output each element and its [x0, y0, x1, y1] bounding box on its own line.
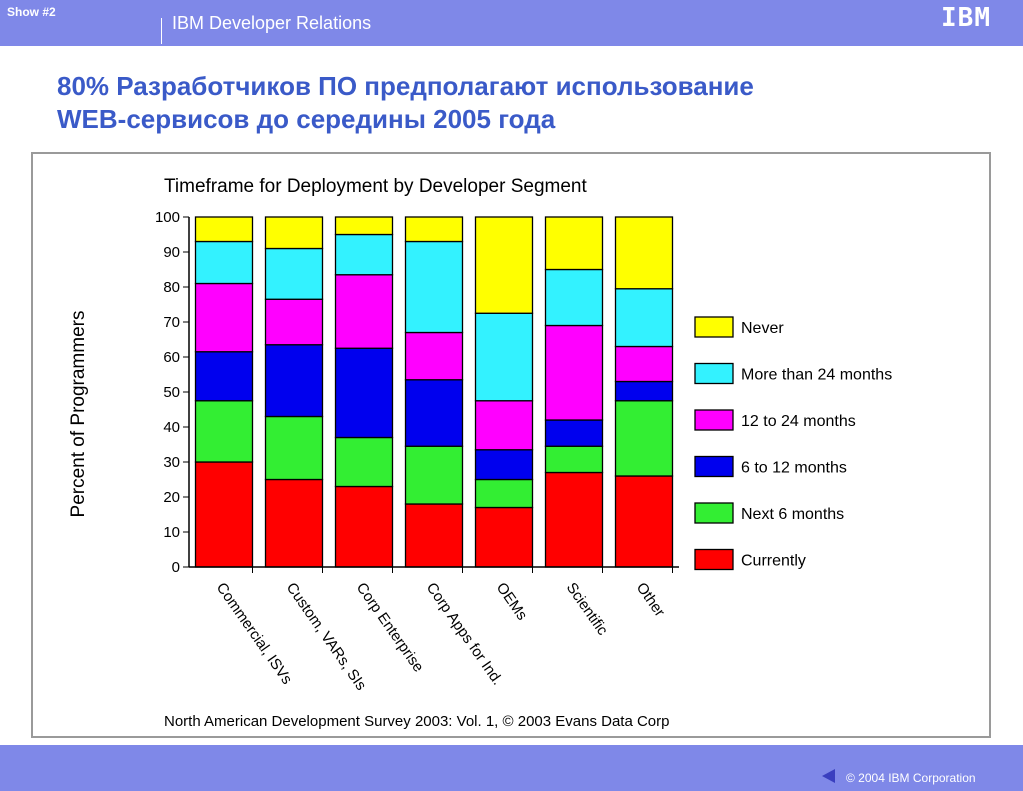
bar-segment — [614, 475, 674, 568]
bar-segment — [194, 400, 254, 463]
y-tick-label: 70 — [163, 314, 180, 331]
legend-label: 6 to 12 months — [741, 460, 847, 477]
x-category-label: Custom, VARs, SIs — [283, 580, 370, 694]
bar-segment — [334, 233, 394, 276]
bar-segment — [334, 216, 394, 236]
bar-segment — [194, 216, 254, 243]
copyright: © 2004 IBM Corporation — [846, 771, 976, 785]
bar-segment — [404, 216, 464, 243]
bar-segment — [404, 445, 464, 505]
legend-label: Never — [741, 320, 784, 337]
bar-segment — [544, 419, 604, 447]
x-category-label: Other — [633, 580, 668, 620]
bar-segment — [334, 274, 394, 349]
org-label: IBM Developer Relations — [172, 13, 372, 33]
bar-segment — [614, 380, 674, 402]
y-tick-label: 80 — [163, 279, 180, 296]
bar-segment — [614, 288, 674, 348]
chart-title: Timeframe for Deployment by Developer Se… — [164, 176, 587, 197]
bar-segment — [404, 240, 464, 334]
bar-segment — [194, 461, 254, 568]
legend-label: Currently — [741, 553, 806, 570]
legend-label: 12 to 24 months — [741, 413, 856, 430]
y-tick-label: 100 — [155, 209, 180, 226]
legend-swatch — [694, 362, 734, 385]
header-bar: Show #2 IBM Developer Relations IBM — [0, 0, 1023, 46]
bar-segment — [404, 379, 464, 447]
legend-swatch — [694, 502, 734, 524]
bar-segment — [474, 312, 534, 402]
header-divider — [161, 18, 162, 44]
bar-segment — [544, 216, 604, 271]
bar-segment — [544, 445, 604, 474]
bar-segment — [404, 331, 464, 381]
bar-segment — [474, 449, 534, 481]
y-tick-label: 0 — [172, 559, 180, 576]
y-axis-label: Percent of Programmers — [68, 311, 89, 518]
legend-swatch — [694, 548, 734, 571]
bar-segment — [334, 485, 394, 568]
slide-title: 80% Разработчиков ПО предполагают исполь… — [57, 70, 987, 136]
slide-title-line2: WEB-сервисов до середины 2005 года — [57, 104, 556, 134]
bar-segment — [264, 298, 324, 346]
y-tick-label: 10 — [163, 524, 180, 541]
y-tick-label: 20 — [163, 489, 180, 506]
chart-frame: Timeframe for Deployment by Developer Se… — [31, 152, 991, 738]
legend: Never More than 24 months 12 to 24 months 6… — [694, 316, 892, 571]
y-tick-label: 90 — [163, 244, 180, 261]
ibm-logo: IBM — [941, 3, 991, 33]
bar-segment — [404, 503, 464, 568]
bar-segment — [544, 471, 604, 568]
x-category-label: Scientific — [563, 580, 612, 639]
stacked-bar-chart: Timeframe for Deployment by Developer Se… — [68, 176, 892, 730]
legend-label: More than 24 months — [741, 367, 892, 384]
left-triangle-icon[interactable] — [822, 769, 835, 783]
bar-segment — [474, 400, 534, 451]
y-tick-label: 50 — [163, 384, 180, 401]
legend-swatch — [694, 409, 734, 431]
bar-segment — [474, 478, 534, 509]
slide-title-line1: 80% Разработчиков ПО предполагают исполь… — [57, 71, 754, 101]
plot-layer: 0 10 20 30 40 50 60 70 80 90 100 Commercial, ISVsCu… — [155, 209, 679, 694]
bar-segment — [194, 282, 254, 353]
chart-source: North American Development Survey 2003: … — [164, 713, 670, 730]
bar-segment — [264, 344, 324, 418]
bar-segment — [614, 345, 674, 383]
x-category-label: Corp Enterprise — [353, 580, 427, 676]
y-tick-label: 60 — [163, 349, 180, 366]
legend-swatch — [694, 455, 734, 478]
show-label: Show #2 — [7, 5, 56, 19]
bar-segment — [264, 216, 324, 250]
bar-segment — [474, 216, 534, 314]
y-tick-label: 40 — [163, 419, 180, 436]
bar-segment — [474, 506, 534, 568]
bar-segment — [264, 478, 324, 568]
bar-segment — [614, 400, 674, 477]
bar-segment — [614, 216, 674, 290]
bar-segment — [264, 247, 324, 300]
y-tick-label: 30 — [163, 454, 180, 471]
bar-segment — [194, 351, 254, 402]
x-category-label: OEMs — [493, 580, 531, 624]
bar-segment — [334, 436, 394, 488]
bar-segment — [544, 324, 604, 421]
legend-swatch — [694, 316, 734, 338]
x-category-label: Commercial, ISVs — [213, 580, 296, 688]
bar-segment — [334, 347, 394, 439]
bar-segment — [194, 240, 254, 285]
legend-label: Next 6 months — [741, 506, 844, 523]
bar-segment — [264, 415, 324, 481]
x-category-label: Corp Apps for Ind. — [423, 580, 506, 689]
bar-segment — [544, 268, 604, 327]
footer-bar: © 2004 IBM Corporation — [0, 745, 1023, 791]
